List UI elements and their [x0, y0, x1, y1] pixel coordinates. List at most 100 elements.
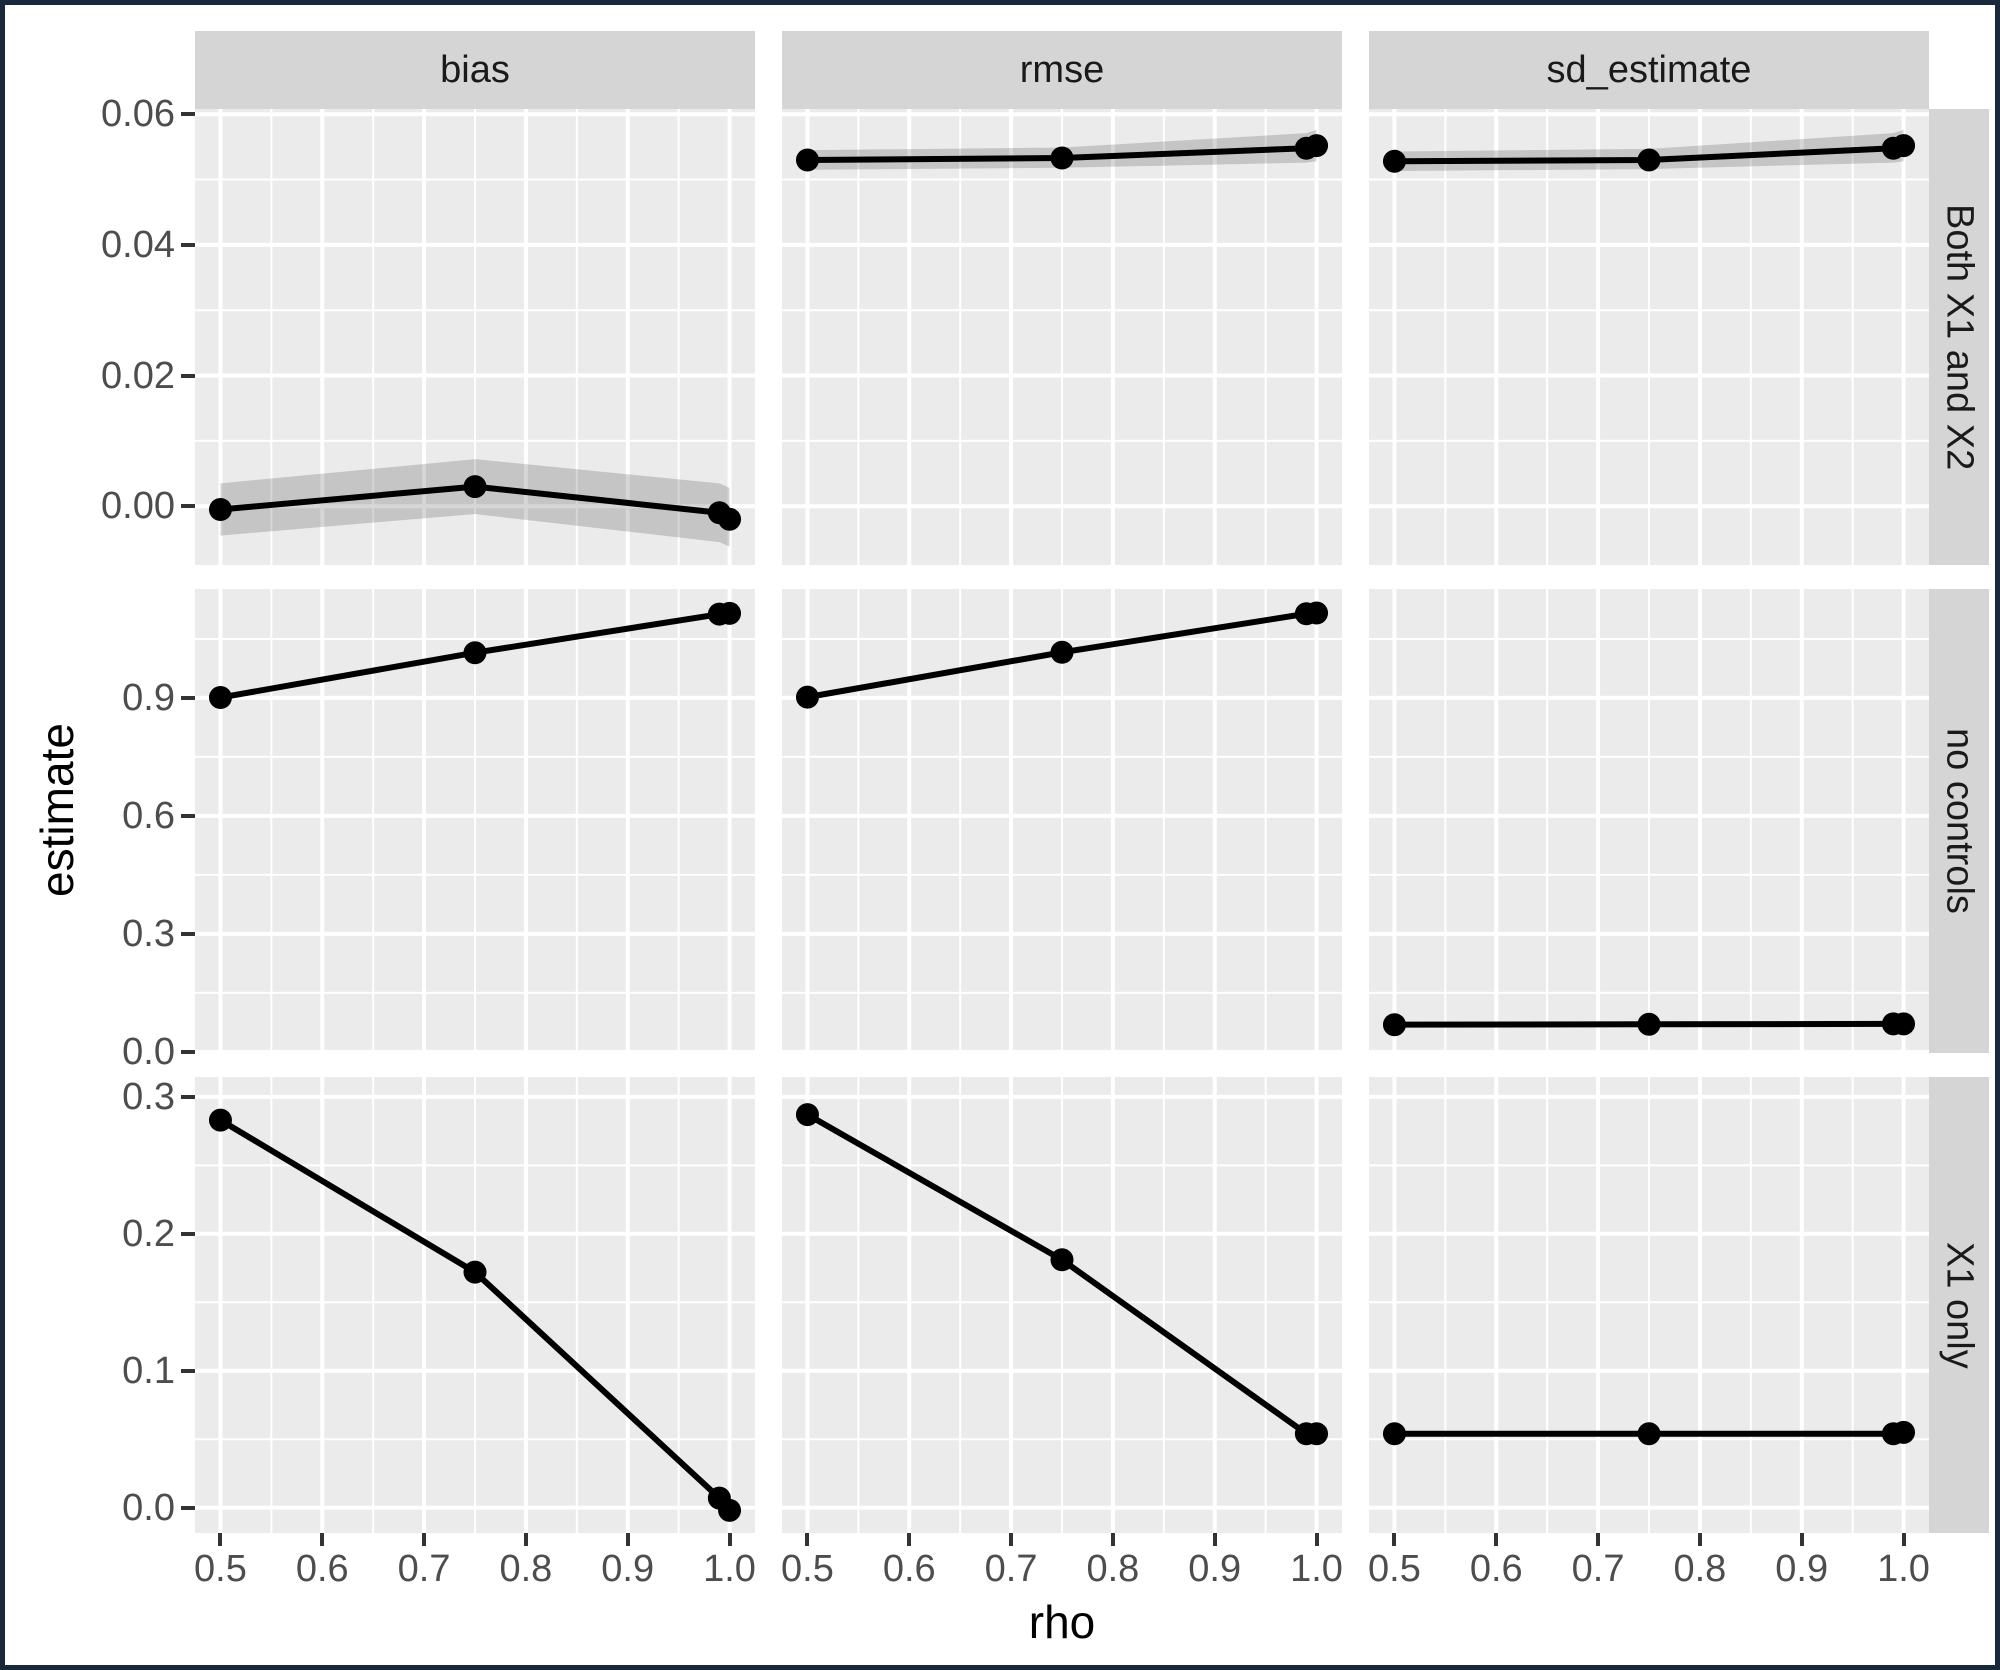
y-tick-label: 0.06 [101, 93, 175, 136]
facet-strip-right-label: X1 only [1938, 1241, 1981, 1369]
panel-no-controls-sd_estimate [1369, 589, 1929, 1053]
x-tick-label: 0.5 [781, 1548, 834, 1590]
panel-x1-only-bias [195, 1077, 755, 1533]
facet-strip-top-label: bias [440, 48, 510, 91]
y-tick-label: 0.2 [122, 1212, 175, 1255]
facet-strip-right: Both X1 and X2 [1929, 109, 1989, 565]
x-tick [625, 1533, 630, 1546]
series-point [1637, 1012, 1661, 1036]
x-tick [320, 1533, 325, 1546]
plot-area: bias rmse sd_estimate Both X1 and X2 no cont… [5, 5, 1995, 1665]
series-point [795, 1103, 819, 1127]
panel-x1-only-rmse [782, 1077, 1342, 1533]
panel-both-x1-and-x2-sd_estimate [1369, 109, 1929, 565]
x-tick [1392, 1533, 1397, 1546]
x-tick [422, 1533, 427, 1546]
y-axis-title: estimate [31, 723, 83, 897]
x-tick-label: 0.9 [1775, 1548, 1829, 1590]
series-point [718, 507, 742, 531]
x-tick-label: 0.6 [1469, 1548, 1523, 1590]
y-tick-label: 0.0 [122, 1486, 175, 1529]
x-tick-label: 1.0 [1877, 1548, 1930, 1590]
x-tick [1494, 1533, 1499, 1546]
y-tick [181, 931, 195, 936]
x-tick [727, 1533, 732, 1546]
facet-strip-top-label: rmse [1019, 48, 1105, 91]
y-tick-label: 0.02 [101, 354, 175, 397]
series-point [1892, 1012, 1916, 1036]
x-axis-title: rho [1028, 1596, 1096, 1648]
x-tick-label: 0.7 [984, 1548, 1038, 1590]
x-tick [1697, 1533, 1702, 1546]
x-tick [907, 1533, 912, 1546]
y-tick [181, 813, 195, 818]
series-point [463, 1260, 487, 1284]
x-tick [523, 1533, 528, 1546]
facet-strip-top: sd_estimate [1369, 31, 1929, 109]
series-point [1892, 1420, 1916, 1444]
panel-both-x1-and-x2-rmse [782, 109, 1342, 565]
y-tick [181, 242, 195, 247]
y-tick-label: 0.3 [122, 912, 175, 955]
panel-no-controls-rmse [782, 589, 1342, 1053]
series-point [1637, 148, 1661, 172]
series-point [1050, 146, 1074, 170]
x-tick-label: 0.9 [1188, 1548, 1242, 1590]
series-point [718, 1498, 742, 1522]
y-tick-label: 0.0 [122, 1030, 175, 1073]
y-tick-label: 0.6 [122, 794, 175, 837]
x-tick-label: 0.6 [882, 1548, 936, 1590]
facet-strip-top-label: sd_estimate [1546, 48, 1752, 91]
panel-no-controls-bias [195, 589, 755, 1053]
series-point [1305, 1422, 1329, 1446]
y-tick [181, 504, 195, 509]
series-point [1050, 1248, 1074, 1272]
y-tick-label: 0.3 [122, 1075, 175, 1118]
series-point [463, 641, 487, 665]
x-tick-label: 0.8 [1086, 1548, 1140, 1590]
series-point [208, 1108, 232, 1132]
series-point [1892, 134, 1916, 158]
x-tick-label: 0.8 [1673, 1548, 1727, 1590]
series-point [1382, 1422, 1406, 1446]
series-point [718, 601, 742, 625]
series-point [208, 686, 232, 710]
y-tick-label: 0.9 [122, 676, 175, 719]
y-tick [181, 1505, 195, 1510]
x-tick [1799, 1533, 1804, 1546]
x-tick-label: 0.5 [194, 1548, 247, 1590]
x-tick [1314, 1533, 1319, 1546]
x-tick-label: 0.9 [601, 1548, 655, 1590]
x-tick [1212, 1533, 1217, 1546]
series-point [1305, 134, 1329, 158]
x-tick-label: 1.0 [703, 1548, 756, 1590]
facet-strip-top: rmse [782, 31, 1342, 109]
series-point [1050, 640, 1074, 664]
x-tick [218, 1533, 223, 1546]
x-tick-label: 0.7 [1571, 1548, 1625, 1590]
facet-strip-right-label: Both X1 and X2 [1938, 203, 1981, 471]
x-tick-label: 1.0 [1290, 1548, 1343, 1590]
x-tick-label: 0.7 [397, 1548, 451, 1590]
series-point [795, 148, 819, 172]
y-tick [181, 1094, 195, 1099]
series-point [463, 475, 487, 499]
x-tick [1901, 1533, 1906, 1546]
x-tick [1009, 1533, 1014, 1546]
x-tick-label: 0.5 [1368, 1548, 1421, 1590]
confidence-ribbon [220, 459, 730, 547]
facet-strip-top: bias [195, 31, 755, 109]
panel-both-x1-and-x2-bias [195, 109, 755, 565]
x-tick-label: 0.8 [499, 1548, 553, 1590]
y-tick-label: 0.00 [101, 485, 175, 528]
panel-x1-only-sd_estimate [1369, 1077, 1929, 1533]
x-tick [1110, 1533, 1115, 1546]
series-point [1382, 1013, 1406, 1037]
facet-strip-right-label: no controls [1938, 728, 1981, 914]
series-point [1637, 1422, 1661, 1446]
y-tick [181, 1231, 195, 1236]
y-tick-label: 0.1 [122, 1349, 175, 1392]
x-tick-label: 0.6 [295, 1548, 349, 1590]
x-tick [805, 1533, 810, 1546]
